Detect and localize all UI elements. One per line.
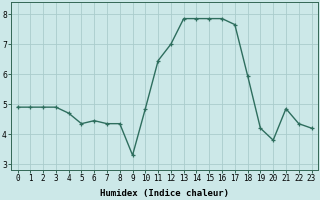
X-axis label: Humidex (Indice chaleur): Humidex (Indice chaleur) [100, 189, 229, 198]
